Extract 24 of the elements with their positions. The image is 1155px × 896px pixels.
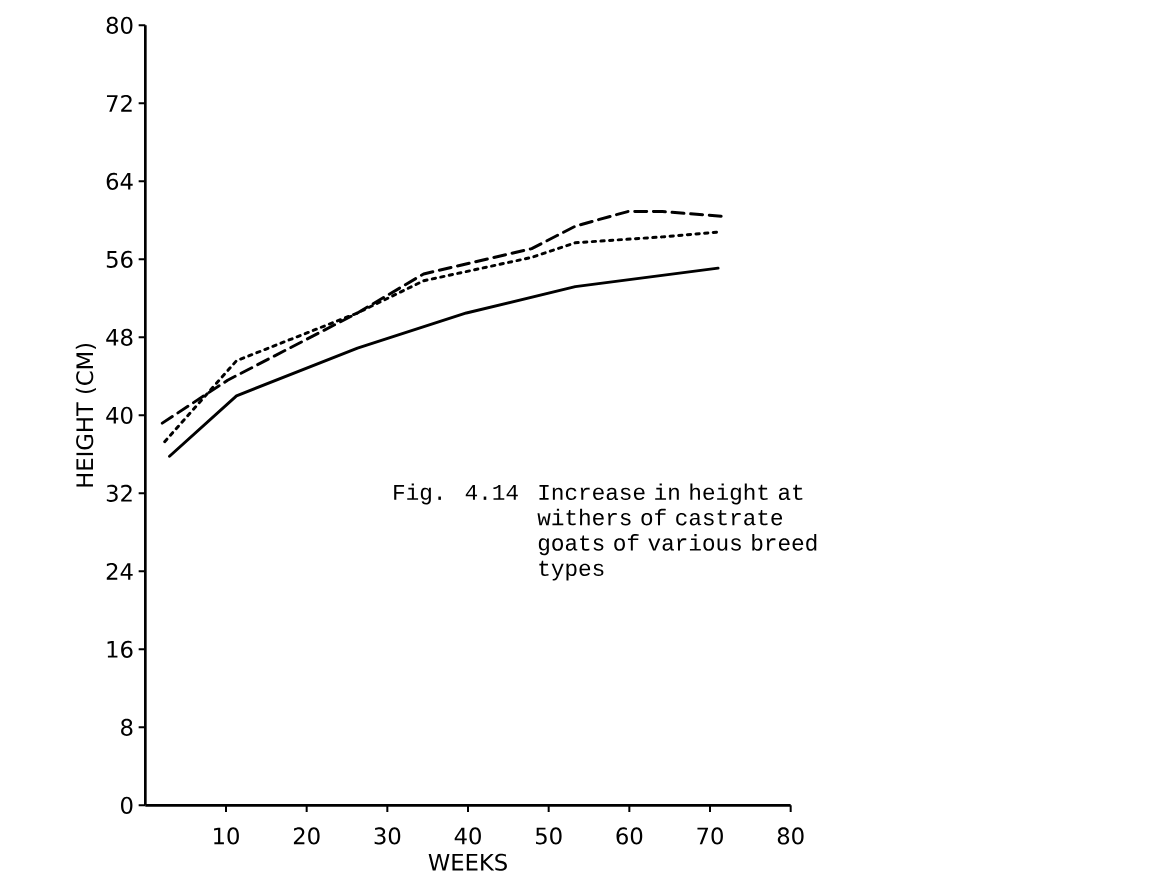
y-tick-label: 16 (107, 640, 133, 658)
x-axis-title: WEEKS (428, 853, 507, 871)
y-tick-label: 32 (106, 484, 132, 502)
x-tick-label: 30 (374, 827, 401, 845)
x-tick-label: 20 (293, 827, 320, 845)
x-tick-label: 70 (697, 827, 723, 845)
y-tick-label: 0 (121, 796, 133, 814)
y-tick-label: 80 (106, 16, 133, 34)
y-tick-label: 24 (106, 562, 133, 580)
x-tick-label: 80 (777, 827, 804, 845)
y-tick-label: 48 (106, 328, 133, 346)
y-axis-title: HEIGHT (CM) (75, 343, 96, 487)
y-tick-label: 8 (121, 718, 133, 736)
y-tick-label: 72 (106, 94, 132, 112)
y-tick-label: 40 (106, 406, 133, 424)
line-series (168, 266, 720, 458)
x-tick-label: 60 (616, 827, 643, 845)
x-tick-label: 50 (536, 827, 562, 845)
annotation: Fig. 4.14 (394, 483, 518, 505)
y-tick-label: 56 (106, 250, 133, 268)
annotation: Increase in height at withers of castrate goats of various breed types (537, 483, 817, 581)
x-tick-label: 10 (214, 827, 239, 845)
x-tick-label: 40 (454, 827, 481, 845)
y-tick-label: 64 (106, 172, 133, 190)
